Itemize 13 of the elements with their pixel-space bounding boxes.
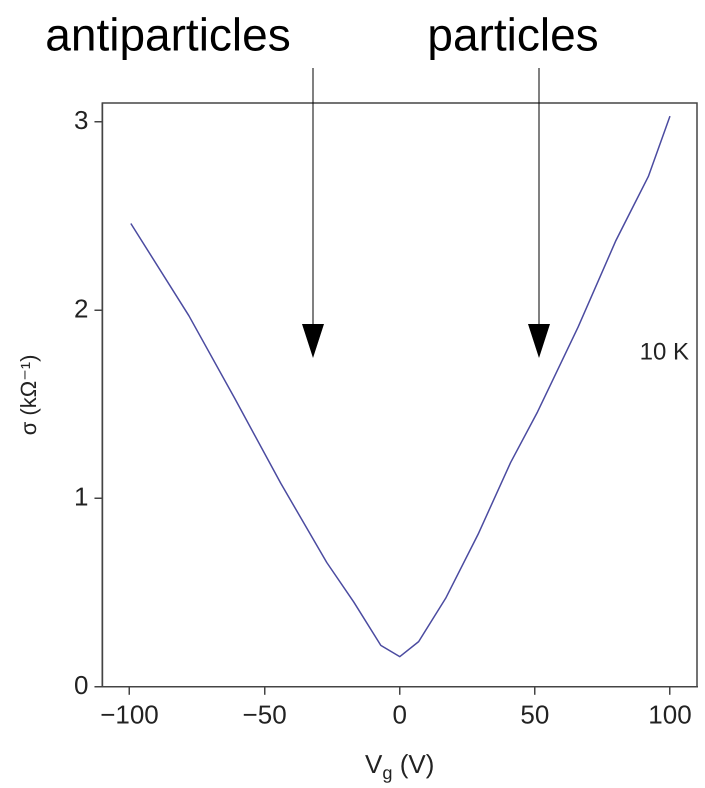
y-axis-title: σ (kΩ⁻¹): [16, 354, 42, 436]
text: particles: [427, 8, 599, 61]
y-tick-label: 2: [74, 293, 88, 324]
annotation: 10 K: [640, 338, 689, 366]
y-tick-label: 3: [74, 105, 88, 136]
text: antiparticles: [45, 8, 291, 61]
x-tick-label: −100: [100, 700, 159, 730]
x-tick-label: 50: [520, 700, 550, 730]
y-tick-label: 0: [74, 670, 88, 700]
y-tick-label: 1: [74, 482, 88, 512]
x-tick-label: 0: [392, 700, 407, 730]
x-tick-label: 100: [648, 700, 692, 730]
x-tick-label: −50: [242, 700, 287, 730]
